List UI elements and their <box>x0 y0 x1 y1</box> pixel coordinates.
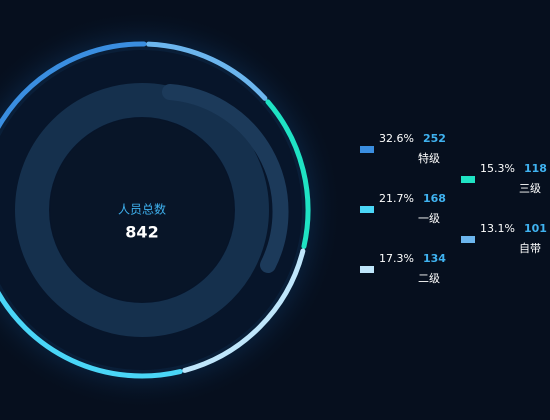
legend-value: 118 <box>524 162 547 175</box>
legend-percent: 15.3% <box>480 162 515 175</box>
legend-swatch <box>461 176 475 183</box>
legend-name: 三级 <box>519 182 541 195</box>
legend-value: 252 <box>423 132 446 145</box>
donut-segment <box>146 41 268 101</box>
inner-ring-highlight <box>162 84 289 273</box>
legend-swatch <box>360 206 374 213</box>
inner-disc <box>50 118 234 302</box>
legend-percent: 32.6% <box>379 132 414 145</box>
donut-segment <box>0 41 147 130</box>
legend-name: 一级 <box>418 212 440 225</box>
center-total: 842 <box>125 223 158 242</box>
donut-segment <box>182 248 306 373</box>
legend-percent: 13.1% <box>480 222 515 235</box>
legend-value: 134 <box>423 252 446 265</box>
legend-name: 自带 <box>519 242 541 255</box>
legend-value: 101 <box>524 222 547 235</box>
legend-swatch <box>360 146 374 153</box>
donut-segment <box>0 290 183 379</box>
legend-swatch <box>360 266 374 273</box>
legend-name: 二级 <box>418 272 440 285</box>
legend-percent: 21.7% <box>379 192 414 205</box>
legend-name: 特级 <box>418 151 440 165</box>
legend-value: 168 <box>423 192 446 205</box>
donut-segment <box>265 99 311 249</box>
legend-swatch <box>461 236 475 243</box>
inner-ring <box>15 83 269 337</box>
center-label: 人员总数 <box>118 202 166 217</box>
legend-percent: 17.3% <box>379 252 414 265</box>
